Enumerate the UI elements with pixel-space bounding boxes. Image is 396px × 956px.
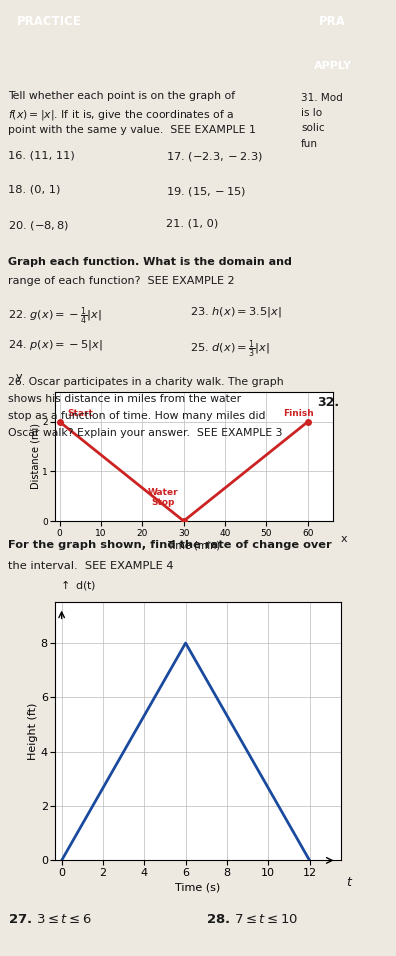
Text: $f(x) = |x|$. If it is, give the coordinates of a: $f(x) = |x|$. If it is, give the coordin… — [8, 108, 234, 122]
Text: 32.: 32. — [317, 396, 339, 409]
Text: PRACTICE: PRACTICE — [17, 15, 81, 28]
Text: shows his distance in miles from the water: shows his distance in miles from the wat… — [8, 394, 241, 403]
Text: 19. $(15, -15)$: 19. $(15, -15)$ — [166, 185, 247, 198]
Text: Water
Stop: Water Stop — [148, 488, 178, 507]
Text: 28. $7 \leq t \leq 10$: 28. $7 \leq t \leq 10$ — [206, 913, 298, 926]
Text: 25. $d(x) = \frac{1}{3}|x|$: 25. $d(x) = \frac{1}{3}|x|$ — [190, 338, 270, 360]
Text: 31. Mod: 31. Mod — [301, 93, 343, 102]
Text: solic: solic — [301, 123, 325, 133]
Text: Tell whether each point is on the graph of: Tell whether each point is on the graph … — [8, 91, 235, 100]
Text: 20. $(-8, 8)$: 20. $(-8, 8)$ — [8, 219, 69, 232]
Text: Graph each function. What is the domain and: Graph each function. What is the domain … — [8, 257, 292, 267]
Text: Oscar walk? Explain your answer.  SEE EXAMPLE 3: Oscar walk? Explain your answer. SEE EXA… — [8, 428, 282, 438]
Text: 16. (11, 11): 16. (11, 11) — [8, 150, 75, 160]
Text: Start: Start — [68, 409, 94, 418]
Y-axis label: Height (ft): Height (ft) — [28, 703, 38, 760]
X-axis label: Time (s): Time (s) — [175, 882, 221, 892]
Text: stop as a function of time. How many miles did: stop as a function of time. How many mil… — [8, 411, 265, 421]
Text: t: t — [346, 876, 351, 889]
Text: range of each function?  SEE EXAMPLE 2: range of each function? SEE EXAMPLE 2 — [8, 276, 234, 286]
Text: point with the same y value.  SEE EXAMPLE 1: point with the same y value. SEE EXAMPLE… — [8, 125, 256, 135]
Text: 23. $h(x) = 3.5|x|$: 23. $h(x) = 3.5|x|$ — [190, 305, 282, 319]
Text: 26. Oscar participates in a charity walk. The graph: 26. Oscar participates in a charity walk… — [8, 377, 284, 386]
Text: APPLY: APPLY — [314, 61, 352, 71]
Y-axis label: Distance (mi): Distance (mi) — [30, 424, 41, 489]
Text: x: x — [341, 533, 348, 544]
Text: 17. $(-2.3, -2.3)$: 17. $(-2.3, -2.3)$ — [166, 150, 263, 163]
Text: 27. $3 \leq t \leq 6$: 27. $3 \leq t \leq 6$ — [8, 913, 91, 926]
Text: 21. (1, 0): 21. (1, 0) — [166, 219, 219, 228]
Text: fun: fun — [301, 139, 318, 148]
X-axis label: Time (min): Time (min) — [168, 540, 221, 551]
Text: 22. $g(x) = -\frac{1}{4}|x|$: 22. $g(x) = -\frac{1}{4}|x|$ — [8, 305, 102, 327]
Text: the interval.  SEE EXAMPLE 4: the interval. SEE EXAMPLE 4 — [8, 561, 173, 571]
Text: PRA: PRA — [319, 15, 346, 28]
Text: is lo: is lo — [301, 108, 322, 118]
Text: 24. $p(x) = -5|x|$: 24. $p(x) = -5|x|$ — [8, 338, 103, 353]
Text: y: y — [16, 372, 23, 381]
Text: For the graph shown, find the rate of change over: For the graph shown, find the rate of ch… — [8, 540, 332, 550]
Text: Finish: Finish — [283, 409, 314, 418]
Text: $\uparrow$ d(t): $\uparrow$ d(t) — [58, 578, 97, 592]
Text: 18. (0, 1): 18. (0, 1) — [8, 185, 60, 194]
